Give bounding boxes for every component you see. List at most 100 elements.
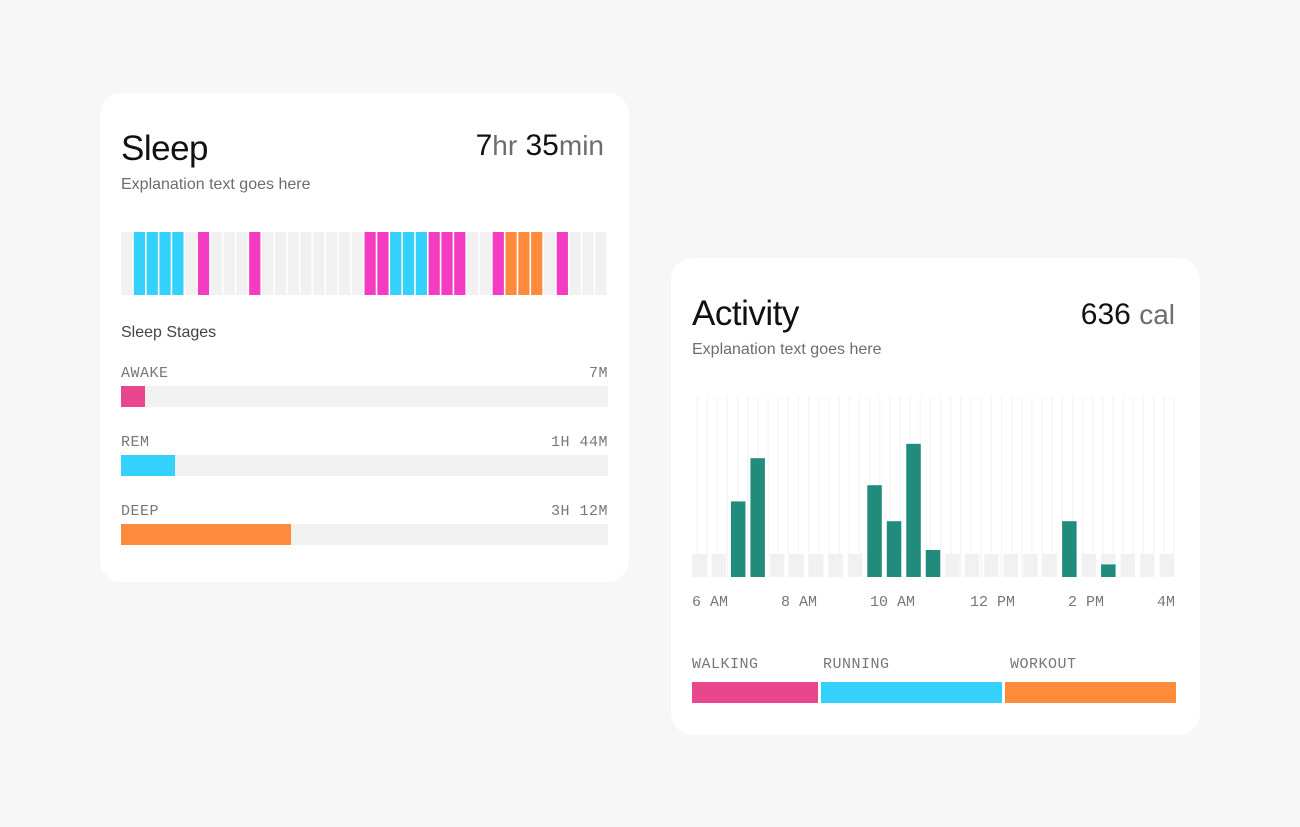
stage-rem-label: REM — [121, 434, 150, 451]
legend-workout-bar — [1005, 682, 1176, 703]
legend-walking-label: WALKING — [692, 656, 759, 673]
chart-gridline — [1142, 397, 1145, 577]
hypnogram-segment-empty — [300, 232, 312, 295]
stage-rem-value: 1H 44M — [550, 434, 608, 451]
hypnogram-segment-empty — [543, 232, 556, 295]
legend-walking-bar — [692, 682, 819, 703]
hypnogram-segment-rem — [133, 232, 146, 295]
stage-awake: AWAKE 7M — [121, 366, 608, 416]
hypnogram-segment-empty — [582, 232, 594, 295]
stage-awake-value: 7M — [588, 365, 608, 382]
hypnogram-segment-rem — [402, 232, 415, 295]
chart-gridline — [1041, 397, 1043, 577]
hypnogram-segment-rem — [159, 232, 171, 295]
stage-awake-label: AWAKE — [121, 365, 169, 382]
hypnogram-segment-empty — [595, 232, 607, 295]
chart-gridline — [777, 397, 779, 577]
sleep-total-minutes: 35 — [525, 129, 559, 162]
hypnogram-segment-awake — [249, 232, 261, 295]
activity-bar-base — [1042, 554, 1058, 577]
hypnogram-segment-rem — [415, 232, 427, 295]
hypnogram-segment-empty — [210, 232, 222, 295]
chart-gridline — [1082, 397, 1084, 577]
chart-gridline — [1071, 397, 1074, 577]
chart-gridline — [939, 397, 942, 577]
sleep-total-minutes-unit: min — [558, 130, 604, 161]
x-label-8am: 8 AM — [781, 594, 818, 611]
stage-awake-track — [121, 386, 608, 407]
chart-gridline — [1132, 397, 1134, 577]
chart-gridline — [960, 397, 962, 577]
chart-gridline — [1112, 397, 1114, 577]
chart-gridline — [828, 397, 830, 577]
activity-bar-base — [769, 554, 785, 577]
x-label-4m: 4M — [1157, 594, 1176, 611]
chart-gridline — [1153, 397, 1155, 577]
hypnogram-segment-awake — [377, 232, 389, 295]
chart-gridline — [858, 397, 861, 577]
hypnogram-segment-empty — [121, 232, 133, 295]
activity-bar — [1101, 564, 1116, 577]
chart-gridline — [1010, 397, 1013, 577]
chart-gridline — [797, 397, 800, 577]
activity-bar-base — [1081, 554, 1097, 577]
chart-gridline — [1061, 397, 1063, 577]
hypnogram-segment-empty — [326, 232, 338, 295]
hypnogram-segment-awake — [492, 232, 504, 295]
hypnogram-segment-empty — [351, 232, 363, 295]
hypnogram-segment-empty — [313, 232, 325, 295]
legend-running-bar — [821, 682, 1003, 703]
x-label-6am: 6 AM — [692, 594, 729, 611]
chart-gridline — [706, 397, 708, 577]
activity-bar — [925, 550, 941, 577]
chart-gridline — [737, 397, 739, 577]
sleep-total: 7hr 35min — [476, 131, 604, 161]
activity-bar — [1062, 521, 1077, 577]
x-label-2pm: 2 PM — [1068, 594, 1105, 611]
activity-bar — [906, 443, 921, 577]
chart-gridline — [899, 397, 901, 577]
activity-total: 636 cal — [1081, 300, 1175, 330]
activity-bar-base — [847, 554, 863, 577]
activity-bar — [886, 521, 902, 577]
sleep-hypnogram — [121, 232, 607, 295]
sleep-total-hours: 7 — [475, 129, 493, 162]
chart-gridline — [1122, 397, 1124, 577]
hypnogram-segment-empty — [569, 232, 581, 295]
hypnogram-segment-empty — [261, 232, 274, 295]
stage-deep-value: 3H 12M — [550, 503, 608, 520]
stage-deep-label: DEEP — [121, 503, 160, 520]
activity-bar-base — [1003, 554, 1019, 577]
chart-gridline — [980, 397, 982, 577]
chart-gridline — [838, 397, 840, 577]
stage-rem-fill — [121, 455, 175, 476]
hypnogram-segment-empty — [185, 232, 197, 295]
stage-awake-fill — [121, 386, 146, 407]
chart-gridline — [716, 397, 718, 577]
activity-bar-base — [1140, 554, 1155, 577]
x-label-12pm: 12 PM — [970, 594, 1016, 611]
chart-gridline — [787, 397, 789, 577]
hypnogram-segment-rem — [390, 232, 402, 295]
hypnogram-segment-empty — [274, 232, 287, 295]
hypnogram-segment-awake — [364, 232, 376, 295]
hypnogram-segment-empty — [467, 232, 479, 295]
activity-bar — [867, 485, 882, 577]
activity-bar-base — [808, 554, 824, 577]
activity-bar-base — [1159, 554, 1174, 577]
sleep-title: Sleep — [121, 129, 209, 168]
chart-gridline — [990, 397, 992, 577]
hypnogram-segment-awake — [454, 232, 466, 295]
activity-description: Explanation text goes here — [692, 341, 882, 358]
stage-deep: DEEP 3H 12M — [121, 504, 608, 554]
hypnogram-segment-awake — [556, 232, 568, 295]
chart-gridline — [848, 397, 850, 577]
activity-total-unit: cal — [1139, 299, 1175, 330]
hypnogram-segment-awake — [197, 232, 210, 295]
activity-bar-base — [984, 554, 999, 577]
activity-bar-base — [945, 554, 960, 577]
hypnogram-segment-empty — [223, 232, 235, 295]
activity-bar-base — [1023, 554, 1038, 577]
chart-gridline — [726, 397, 729, 577]
activity-bar — [730, 501, 746, 577]
